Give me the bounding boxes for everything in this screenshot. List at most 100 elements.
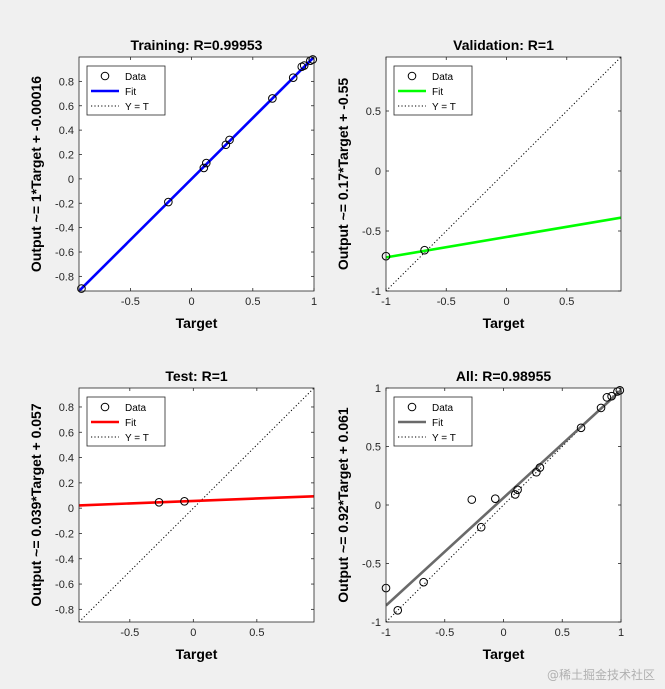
legend-fit-label: Fit <box>125 87 136 98</box>
x-tick-label: -1 <box>381 296 391 308</box>
data-point <box>615 386 625 395</box>
y-tick-label: 0.6 <box>59 427 74 439</box>
chart-title: All: R=0.98955 <box>456 368 552 384</box>
data-point <box>154 498 164 507</box>
data-point <box>490 494 500 503</box>
y-axis-label: Output ~= 0.17*Target + -0.55 <box>335 78 351 271</box>
y-tick-label: 1 <box>375 383 381 395</box>
x-tick-label: 0 <box>190 627 196 639</box>
x-tick-label: 0 <box>189 296 195 308</box>
y-tick-label: -0.6 <box>55 247 74 259</box>
watermark: @稀土掘金技术社区 <box>546 668 655 682</box>
data-point <box>419 577 428 587</box>
legend-data-label: Data <box>432 72 454 83</box>
x-tick-label: 0.5 <box>245 296 260 308</box>
data-point <box>180 497 189 506</box>
y-tick-label: 0.6 <box>59 101 74 113</box>
y-tick-label: -0.5 <box>362 559 381 571</box>
y-axis-label: Output ~= 0.92*Target + 0.061 <box>335 407 351 603</box>
data-point <box>201 158 211 168</box>
y-tick-label: 0.2 <box>59 150 74 162</box>
data-point <box>607 391 616 401</box>
y-tick-label: -0.4 <box>55 554 74 566</box>
data-point <box>268 94 277 103</box>
y-tick-label: 0.4 <box>59 125 74 137</box>
data-point <box>513 485 522 495</box>
plot-panel-1: -0.5 0 0.5 1 -0.8 -0.6 -0.4 -0.2 0 0.2 0.4 0.6 0.8 Tr… <box>28 37 318 331</box>
y-tick-label: -0.8 <box>55 604 74 616</box>
y-tick-label: 0.5 <box>366 106 381 118</box>
fit-line <box>386 389 621 607</box>
y-tick-label: 0 <box>375 166 381 178</box>
data-point <box>535 463 545 472</box>
x-tick-label: 1 <box>618 627 624 639</box>
x-tick-label: 0.5 <box>559 296 574 308</box>
data-point <box>299 61 309 70</box>
axes-frame <box>78 56 315 292</box>
data-point <box>308 55 318 64</box>
legend-data-marker <box>407 402 417 412</box>
y-tick-label: -1 <box>371 617 381 629</box>
data-point <box>596 403 606 413</box>
y-tick-label: 0.2 <box>59 478 74 490</box>
data-point <box>576 423 586 433</box>
data-point <box>164 197 173 207</box>
identity-line <box>79 388 314 622</box>
y-tick-label: 0.8 <box>59 76 74 88</box>
x-tick-label: 0.5 <box>555 627 570 639</box>
legend-data-label: Data <box>432 403 454 414</box>
legend-data-label: Data <box>125 72 147 83</box>
x-tick-label: 1 <box>311 296 317 308</box>
y-tick-label: 0 <box>375 500 381 512</box>
x-tick-label: -0.5 <box>437 296 456 308</box>
x-tick-label: -0.5 <box>120 627 139 639</box>
data-point <box>602 393 612 402</box>
legend-data-marker <box>407 71 417 81</box>
data-point <box>510 490 520 499</box>
fit-line <box>79 57 314 291</box>
y-tick-label: 0.8 <box>59 402 74 414</box>
x-tick-label: 0.5 <box>249 627 264 639</box>
plot-panel-4: -1 -0.5 0 0.5 1 -1 -0.5 0 0.5 1 All: R=0.98955 Targ… <box>335 368 625 662</box>
legend-box <box>393 65 473 116</box>
fit-line <box>386 216 621 259</box>
data-point <box>420 245 429 255</box>
data-point <box>476 522 486 532</box>
legend-yt-label: Y = T <box>125 102 149 113</box>
y-tick-label: -0.5 <box>362 226 381 238</box>
y-tick-label: -0.4 <box>55 223 74 235</box>
legend: Data Fit Y = T <box>393 396 473 447</box>
y-tick-label: 0 <box>68 503 74 515</box>
legend-fit-label: Fit <box>125 418 136 429</box>
y-axis-label: Output ~= 1*Target + -0.00016 <box>28 76 44 272</box>
y-tick-label: -1 <box>371 286 381 298</box>
x-tick-label: 0 <box>503 296 509 308</box>
legend: Data Fit Y = T <box>86 65 166 116</box>
legend: Data Fit Y = T <box>393 65 473 116</box>
axes-frame <box>78 387 315 623</box>
x-axis-label: Target <box>176 315 218 331</box>
data-point <box>288 73 298 83</box>
legend-fit-label: Fit <box>432 418 443 429</box>
axes-frame <box>385 56 622 292</box>
legend-fit-label: Fit <box>432 87 443 98</box>
y-tick-label: -0.2 <box>55 198 74 210</box>
x-axis-label: Target <box>176 646 218 662</box>
legend-data-label: Data <box>125 403 147 414</box>
fit-line <box>79 494 314 507</box>
legend-data-marker <box>100 402 110 412</box>
x-tick-label: -0.5 <box>435 627 454 639</box>
plot-panel-3: -0.5 0 0.5 -0.8 -0.6 -0.4 -0.2 0 0.2 0.4 0.6 0.8 Tes… <box>28 368 315 662</box>
chart-title: Validation: R=1 <box>453 37 554 53</box>
y-tick-label: -0.8 <box>55 271 74 283</box>
legend: Data Fit Y = T <box>86 396 166 447</box>
chart-title: Test: R=1 <box>165 368 228 384</box>
x-axis-label: Target <box>483 646 525 662</box>
y-tick-label: 0.5 <box>366 442 381 454</box>
x-tick-label: -1 <box>381 627 391 639</box>
y-tick-label: -0.6 <box>55 579 74 591</box>
data-point <box>225 135 234 145</box>
data-point <box>77 284 86 293</box>
legend-yt-label: Y = T <box>432 433 456 444</box>
